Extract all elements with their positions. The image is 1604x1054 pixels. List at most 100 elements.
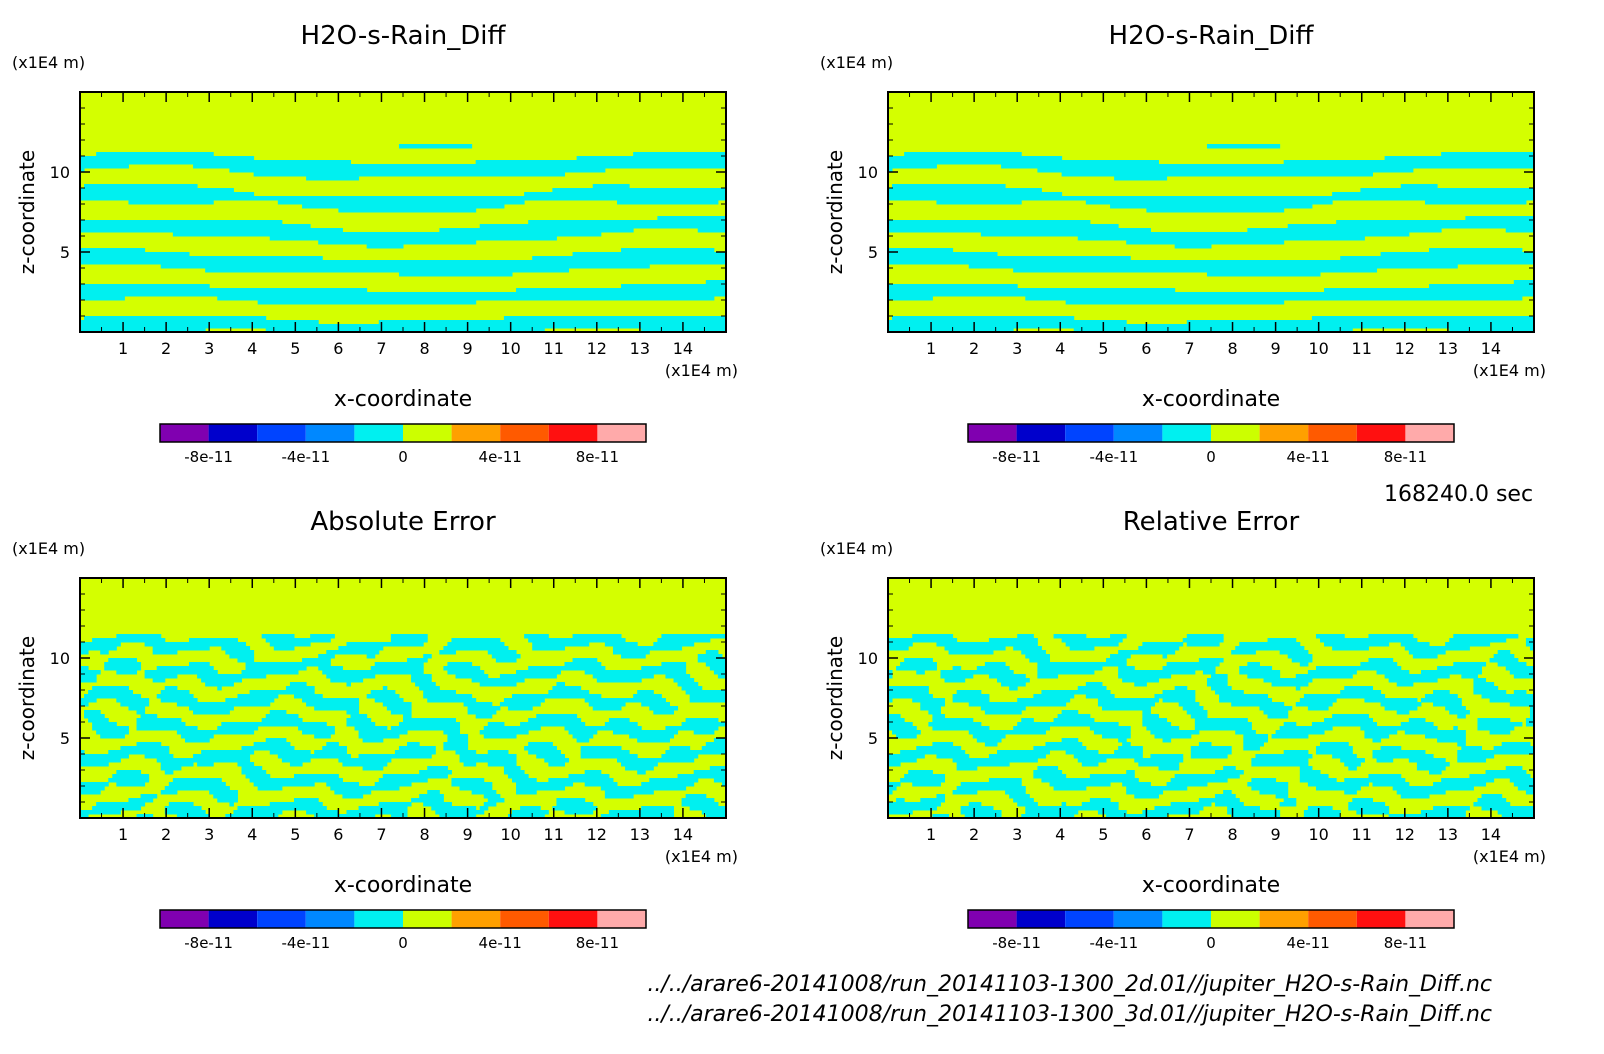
x-tick-label: 12 bbox=[587, 339, 607, 358]
field-cell bbox=[346, 710, 360, 715]
field-cell bbox=[479, 806, 489, 811]
field-cell bbox=[479, 682, 517, 687]
colorbar-frame bbox=[967, 423, 1455, 443]
field-cell bbox=[1320, 742, 1349, 747]
field-cell bbox=[1529, 714, 1534, 719]
field-cell bbox=[80, 642, 121, 647]
field-cell bbox=[681, 686, 703, 691]
field-cell bbox=[524, 746, 557, 751]
x-tick-label: 9 bbox=[1271, 825, 1281, 844]
field-cell bbox=[1126, 240, 1285, 245]
field-cell bbox=[80, 698, 97, 703]
field-cell bbox=[156, 666, 214, 671]
field-cell bbox=[1441, 152, 1534, 157]
field-cell bbox=[80, 292, 726, 297]
field-cell bbox=[976, 666, 1010, 671]
field-cell bbox=[1037, 766, 1059, 771]
field-cell bbox=[423, 654, 432, 659]
field-cell bbox=[487, 722, 505, 727]
field-cell bbox=[888, 810, 913, 815]
field-cell bbox=[322, 746, 347, 751]
field-cell bbox=[916, 746, 962, 751]
field-cell bbox=[1404, 730, 1466, 735]
field-cell bbox=[888, 790, 893, 795]
field-cell bbox=[152, 646, 210, 651]
field-cell bbox=[1013, 798, 1034, 803]
field-cell bbox=[80, 168, 85, 173]
colorbar-tick-label: 4e-11 bbox=[1287, 448, 1330, 466]
field-cell bbox=[140, 794, 158, 799]
field-cell bbox=[1239, 642, 1301, 647]
x-tick-label: 14 bbox=[673, 825, 693, 844]
x-tick-label: 4 bbox=[247, 825, 257, 844]
field-cell bbox=[1061, 802, 1067, 807]
field-cell bbox=[972, 734, 1006, 739]
field-cell bbox=[673, 678, 695, 683]
field-cell bbox=[1485, 770, 1527, 775]
colorbar-bin bbox=[160, 910, 209, 928]
field-cell bbox=[1320, 638, 1418, 643]
field-cell bbox=[394, 750, 436, 755]
field-cell bbox=[1186, 634, 1224, 639]
field-cell bbox=[1505, 228, 1534, 233]
field-cell bbox=[1110, 654, 1131, 659]
field-cell bbox=[1101, 734, 1131, 739]
field-cell bbox=[1372, 754, 1434, 759]
field-cell bbox=[888, 762, 901, 767]
x-tick-label: 3 bbox=[204, 339, 214, 358]
field-cell bbox=[1513, 280, 1534, 285]
field-cell bbox=[1219, 694, 1269, 699]
field-cell bbox=[1364, 730, 1398, 735]
field-cell bbox=[80, 252, 190, 257]
colorbar-bin bbox=[500, 910, 549, 928]
field-cell bbox=[346, 810, 408, 815]
x-tick-label: 11 bbox=[1352, 825, 1372, 844]
field-cell bbox=[665, 726, 719, 731]
field-cell bbox=[1142, 810, 1200, 815]
field-cell bbox=[1146, 208, 1285, 213]
field-cell bbox=[1255, 754, 1313, 759]
field-cell bbox=[350, 714, 368, 719]
field-cell bbox=[1465, 216, 1534, 221]
field-cell bbox=[556, 682, 565, 687]
field-cell bbox=[701, 746, 726, 751]
field-cell bbox=[499, 674, 557, 679]
field-cell bbox=[330, 786, 400, 791]
colorbar-tick-label: -4e-11 bbox=[281, 934, 330, 952]
field-cell bbox=[1162, 738, 1172, 743]
field-cell bbox=[904, 152, 1022, 157]
field-cell bbox=[1215, 802, 1244, 807]
field-cell bbox=[1473, 678, 1487, 683]
field-cell bbox=[705, 650, 719, 655]
field-cell bbox=[92, 638, 166, 643]
field-cell bbox=[1505, 766, 1523, 771]
field-cell bbox=[310, 634, 335, 639]
field-cell bbox=[225, 698, 275, 703]
y-tick-label: 10 bbox=[50, 649, 70, 668]
field-cell bbox=[888, 160, 1160, 165]
field-cell bbox=[512, 778, 537, 783]
field-cell bbox=[302, 698, 360, 703]
field-cell bbox=[600, 786, 687, 791]
colorbar-bin bbox=[1259, 910, 1309, 928]
field-cell bbox=[1404, 646, 1470, 651]
field-cell bbox=[1211, 686, 1232, 691]
y-unit-label: (x1E4 m) bbox=[12, 53, 85, 72]
field-cell bbox=[621, 654, 646, 659]
field-cell bbox=[467, 710, 497, 715]
field-cell bbox=[80, 666, 89, 671]
field-cell bbox=[1356, 810, 1390, 815]
field-cell bbox=[390, 638, 428, 643]
field-cell bbox=[888, 192, 1063, 197]
field-cell bbox=[976, 738, 1002, 743]
field-cell bbox=[908, 770, 933, 775]
field-cell bbox=[516, 288, 726, 293]
field-cell bbox=[459, 754, 517, 759]
field-cell bbox=[1154, 734, 1192, 739]
field-cell bbox=[912, 698, 946, 703]
field-cell bbox=[1283, 750, 1309, 755]
field-cell bbox=[544, 758, 570, 763]
field-cell bbox=[904, 774, 946, 779]
field-cell bbox=[888, 252, 998, 257]
x-tick-label: 10 bbox=[500, 825, 520, 844]
